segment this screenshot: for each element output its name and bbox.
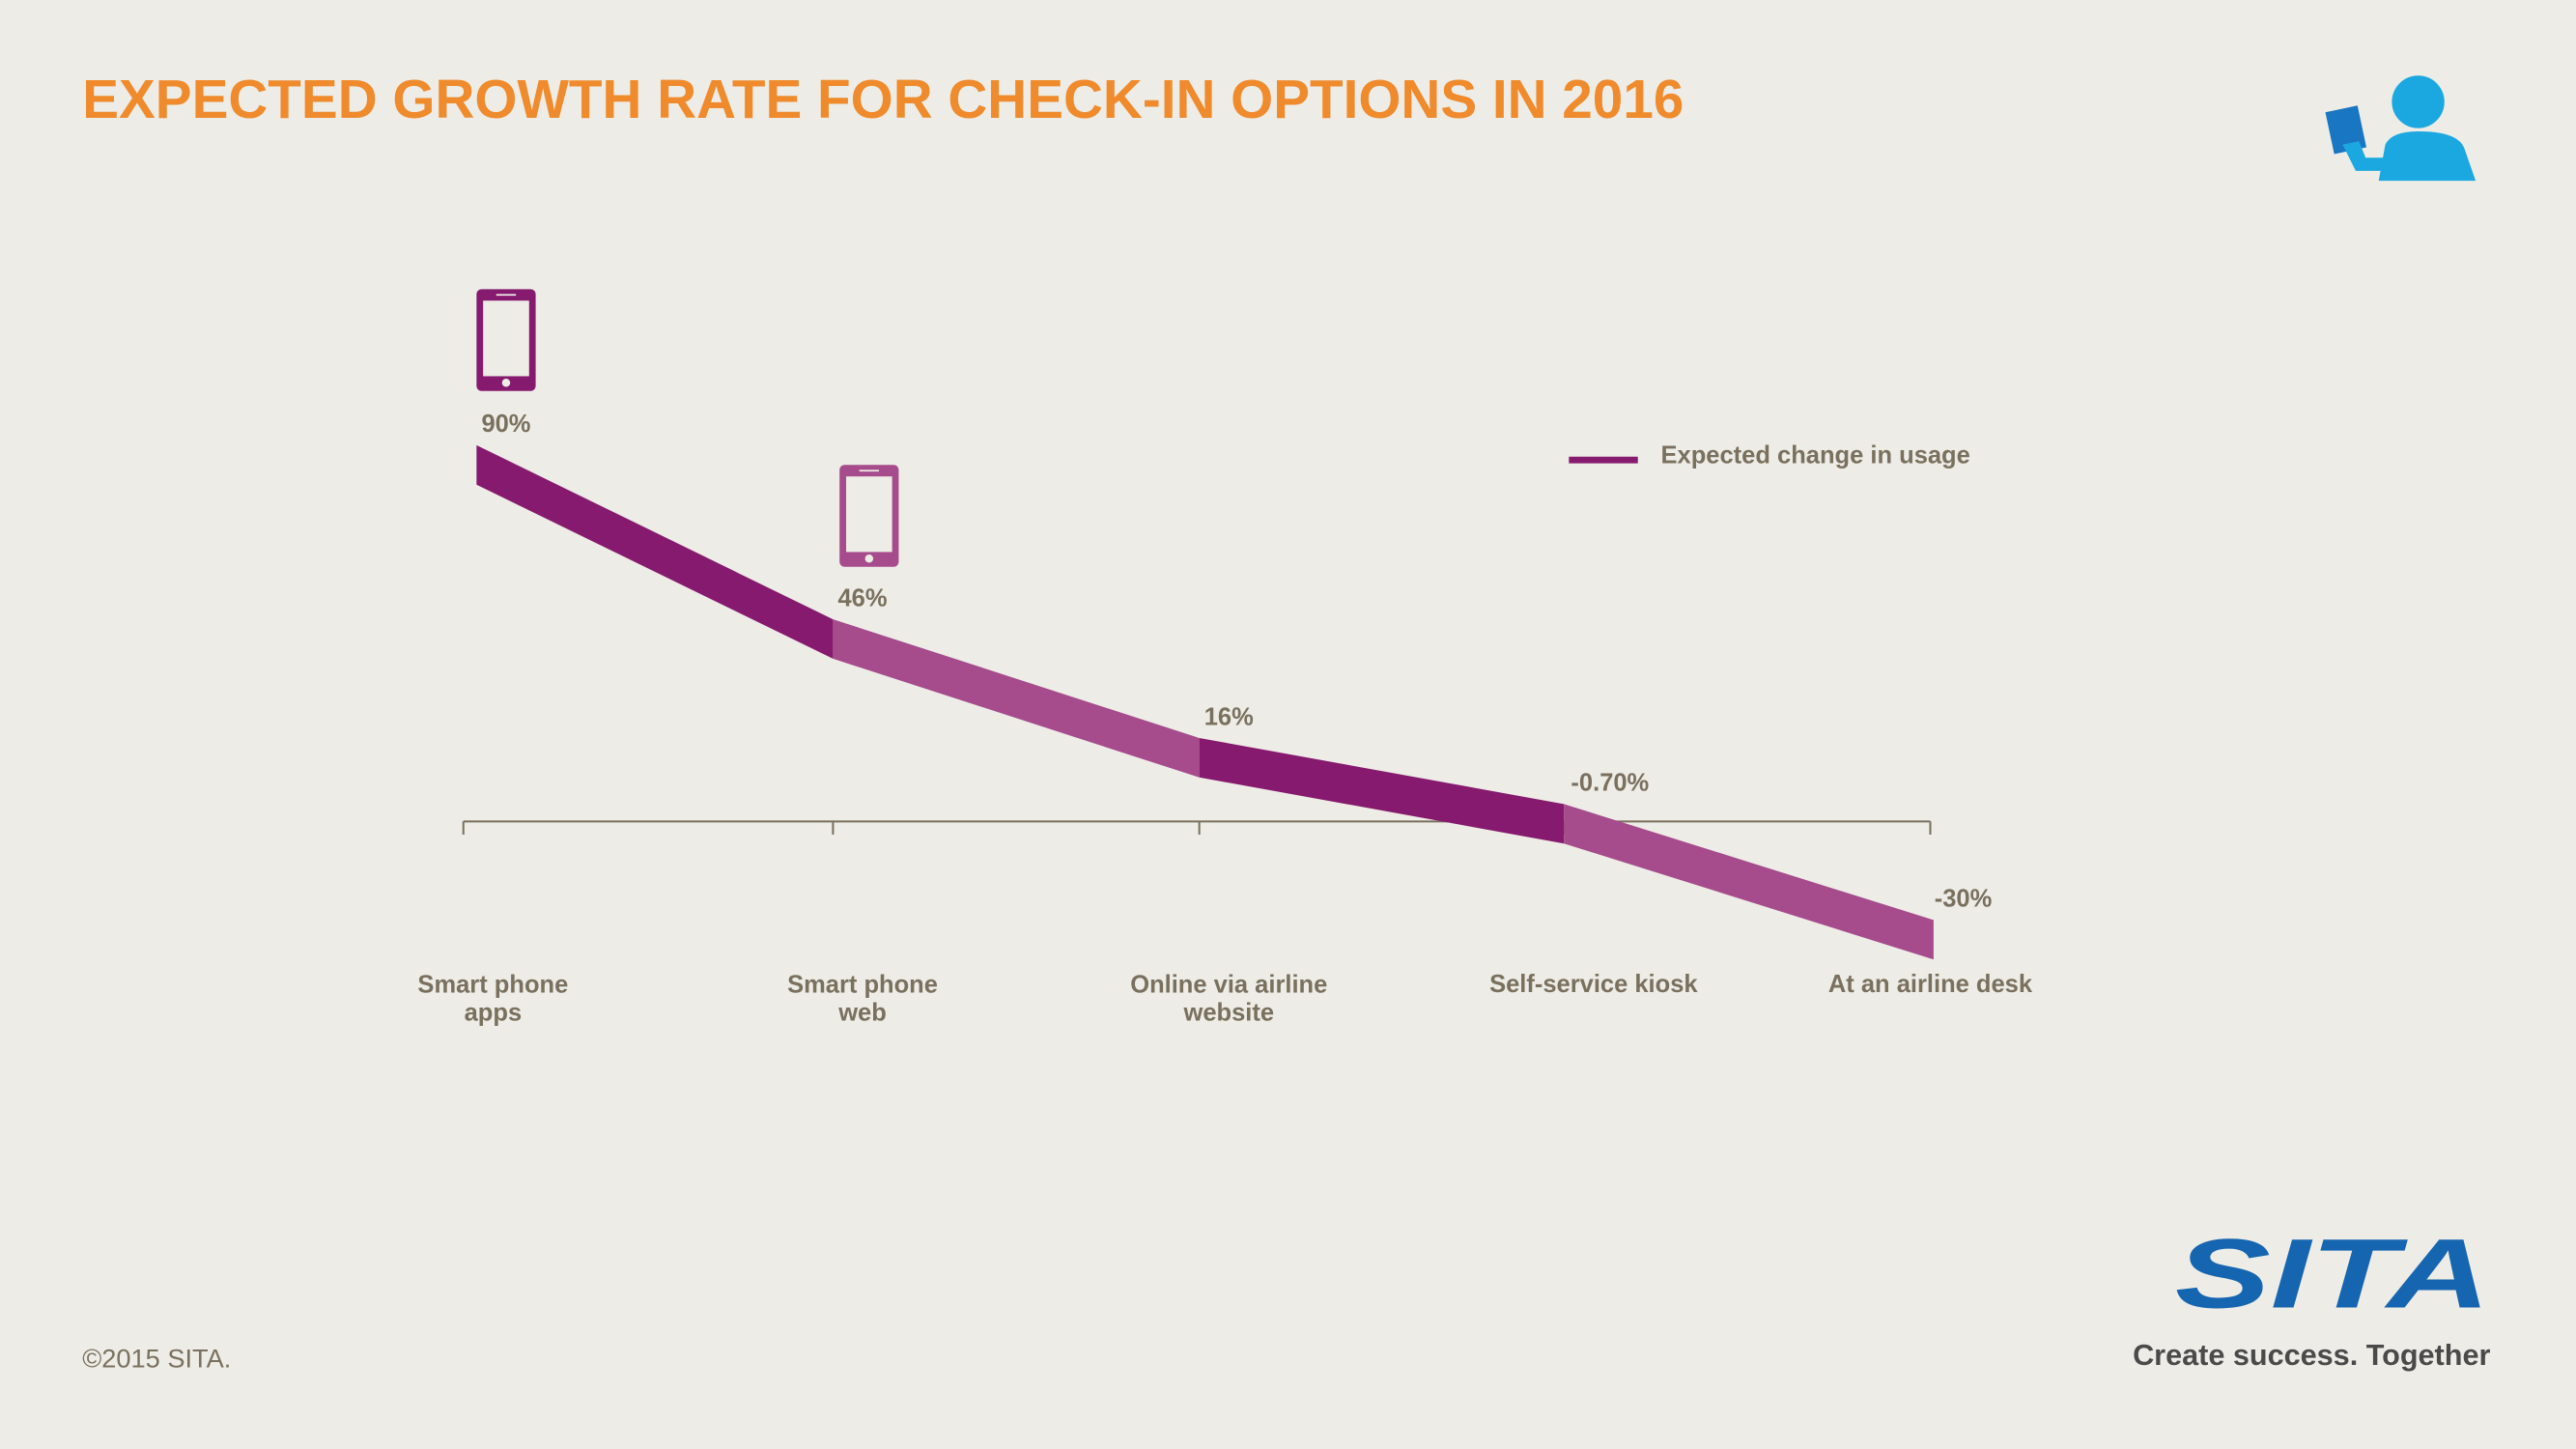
tagline: Create success. Together xyxy=(2133,1339,2490,1372)
value-label: 46% xyxy=(838,584,888,611)
line-segment xyxy=(833,619,1200,778)
label-line: Smart phone xyxy=(787,971,938,998)
value-label: 16% xyxy=(1204,703,1254,730)
x-tick-label: At an airline desk xyxy=(1828,971,2033,998)
x-tick-label: Self-service kiosk xyxy=(1489,971,1698,998)
line-segment xyxy=(1564,804,1934,960)
line-segment xyxy=(476,444,834,659)
phone-icon xyxy=(839,465,899,567)
x-tick-label: Smart phone web xyxy=(787,971,938,1026)
value-label: -0.70% xyxy=(1571,770,1649,797)
phone-icon xyxy=(476,289,536,391)
chart-title: EXPECTED GROWTH RATE FOR CHECK-IN OPTION… xyxy=(82,69,1684,129)
label-line: Online via airline xyxy=(1130,971,1327,998)
logo: SITA xyxy=(2175,1218,2491,1328)
value-label: -30% xyxy=(1935,886,1993,913)
x-tick-label: Online via airline website xyxy=(1130,971,1327,1026)
person-icon xyxy=(2325,75,2477,182)
copyright: ©2015 SITA. xyxy=(82,1343,231,1373)
label-line: Smart phone xyxy=(417,971,568,998)
x-tick-label: Smart phone apps xyxy=(417,971,568,1026)
legend-label: Expected change in usage xyxy=(1661,442,1970,469)
line-segment xyxy=(1199,737,1565,844)
value-label: 90% xyxy=(481,411,530,438)
label-line: apps xyxy=(465,999,523,1026)
label-line: website xyxy=(1183,999,1275,1026)
label-line: web xyxy=(837,999,887,1026)
